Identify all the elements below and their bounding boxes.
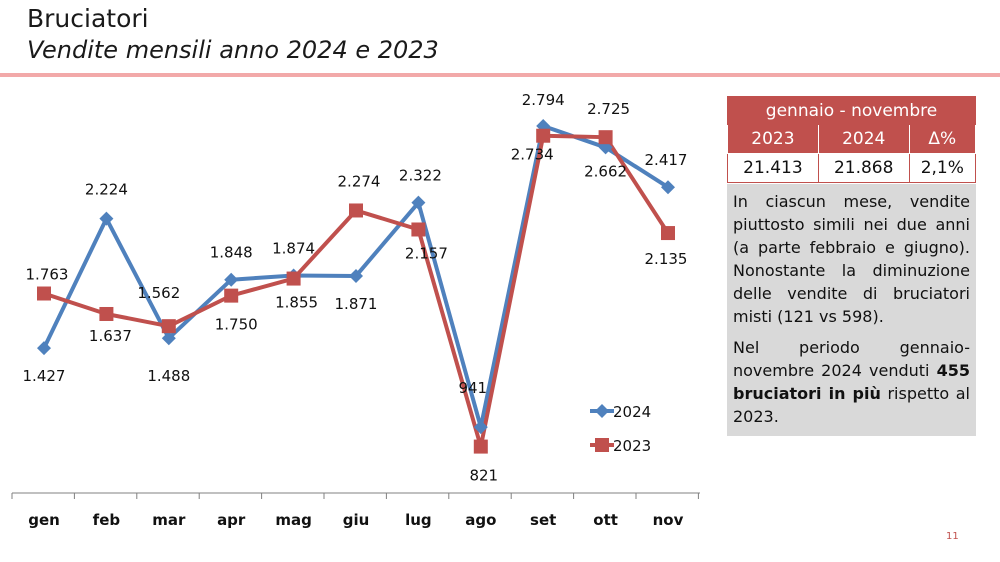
- data-label: 2.734: [511, 146, 554, 164]
- point-marker-square: [161, 319, 176, 334]
- point-marker-diamond: [349, 268, 363, 283]
- summary-col-2023: 2023: [727, 124, 819, 154]
- data-label: 2.417: [645, 151, 688, 169]
- x-tick-label: ago: [465, 511, 496, 529]
- point-marker-square: [536, 128, 551, 143]
- x-tick-label: feb: [93, 511, 121, 529]
- note-paragraph-2: Nel periodo gennaio-novembre 2024 vendut…: [733, 336, 970, 428]
- note-paragraph-2-highlight: 455 bruciatori in più: [733, 361, 970, 403]
- data-label: 1.488: [147, 367, 190, 385]
- slide-subtitle: Vendite mensili anno 2024 e 2023: [27, 36, 439, 64]
- data-label: 1.763: [26, 266, 69, 284]
- summary-value-delta: 2,1%: [908, 153, 977, 183]
- title-rule: [0, 73, 1000, 77]
- point-marker-square: [661, 226, 675, 241]
- summary-value-2024: 21.868: [817, 153, 910, 183]
- data-label: 1.874: [272, 239, 315, 257]
- line-chart: gen feb mar apr mag giu lug ago set ott nov 1.427 2.…: [11, 91, 700, 529]
- point-marker-square: [99, 306, 114, 321]
- point-marker-square: [598, 130, 613, 145]
- summary-panel: gennaio - novembre 2023 2024 Δ% 21.413 2…: [727, 96, 977, 436]
- slide-title: Bruciatori: [27, 4, 149, 33]
- point-marker-diamond: [411, 195, 426, 210]
- data-label: 2.135: [645, 250, 688, 268]
- summary-value-2023: 21.413: [727, 153, 819, 183]
- data-label: 1.637: [89, 327, 132, 345]
- point-marker-square: [473, 439, 488, 454]
- point-marker-square: [411, 222, 426, 237]
- page-number: 11: [946, 531, 959, 542]
- summary-col-delta: Δ%: [908, 124, 977, 154]
- data-label: 2.662: [584, 162, 627, 180]
- data-label: 2.725: [587, 100, 630, 118]
- x-tick-label: giu: [343, 511, 370, 529]
- x-tick-label: lug: [405, 511, 432, 529]
- summary-col-2024: 2024: [817, 124, 910, 154]
- data-label: 2.274: [338, 172, 381, 190]
- point-marker-square: [286, 271, 301, 286]
- point-marker-square: [224, 288, 239, 303]
- data-label: 2.322: [399, 167, 442, 185]
- data-label: 2.794: [522, 91, 565, 109]
- point-marker-square: [37, 286, 51, 301]
- data-label: 821: [469, 467, 498, 485]
- point-marker-diamond: [536, 118, 551, 133]
- x-tick-label: nov: [653, 511, 684, 529]
- point-marker-diamond: [661, 180, 675, 195]
- point-marker-diamond: [161, 331, 176, 346]
- legend-label-2024: 2024: [613, 403, 651, 421]
- data-label: 1.750: [215, 316, 258, 334]
- data-label: 1.562: [137, 284, 180, 302]
- notes-box: In ciascun mese, vendite piuttosto simil…: [727, 184, 976, 436]
- x-tick-label: mag: [275, 511, 312, 529]
- data-label: 1.427: [23, 367, 66, 385]
- x-tick-label: set: [530, 511, 556, 529]
- x-tick-label: ott: [593, 511, 618, 529]
- point-marker-diamond: [224, 272, 239, 287]
- x-tick-label: gen: [28, 511, 60, 529]
- data-label: 2.157: [405, 244, 448, 262]
- x-tick-label: mar: [152, 511, 186, 529]
- point-marker-diamond: [473, 420, 488, 435]
- point-marker-square: [595, 438, 609, 452]
- note-paragraph-2-end: rispetto al 2023.: [733, 384, 970, 426]
- summary-table: gennaio - novembre 2023 2024 Δ% 21.413 2…: [727, 96, 977, 183]
- point-marker-diamond: [37, 341, 51, 356]
- data-label: 1.871: [335, 295, 378, 313]
- summary-period-header: gennaio - novembre: [727, 96, 976, 125]
- note-paragraph-1: In ciascun mese, vendite piuttosto simil…: [733, 192, 970, 326]
- note-paragraph-2-start: Nel periodo gennaio-novembre 2024 vendut…: [733, 338, 970, 380]
- data-label: 1.848: [210, 244, 253, 262]
- legend-label-2023: 2023: [613, 437, 651, 455]
- data-label: 1.855: [275, 294, 318, 312]
- point-marker-diamond: [99, 211, 114, 226]
- data-label: 2.224: [85, 181, 128, 199]
- point-marker-square: [349, 203, 363, 218]
- point-marker-diamond: [595, 404, 609, 418]
- x-tick-label: apr: [217, 511, 246, 529]
- data-label: 941: [458, 379, 487, 397]
